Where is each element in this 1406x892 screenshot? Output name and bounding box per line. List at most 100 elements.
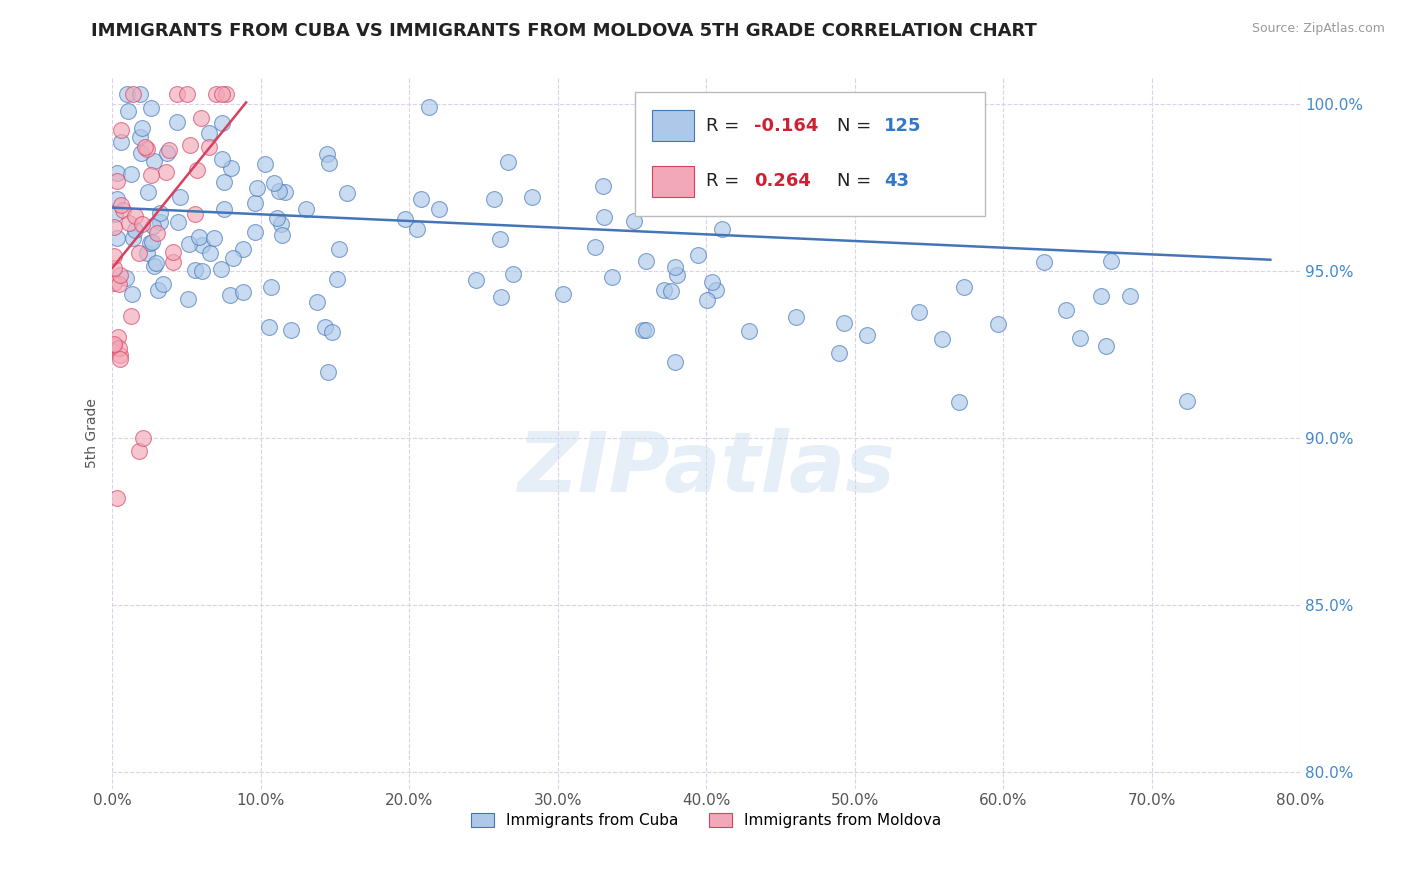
Point	[315, 146, 337, 161]
Legend: Immigrants from Cuba, Immigrants from Moldova: Immigrants from Cuba, Immigrants from Mo…	[465, 807, 948, 834]
Point	[152, 277, 174, 291]
Point	[121, 287, 143, 301]
Point	[176, 293, 198, 307]
Point	[198, 140, 221, 154]
Point	[856, 328, 879, 343]
Point	[103, 339, 125, 353]
Point	[664, 260, 686, 274]
Point	[105, 193, 128, 207]
Point	[295, 202, 318, 217]
Point	[103, 276, 125, 290]
Point	[785, 310, 807, 324]
Point	[121, 87, 143, 102]
Point	[274, 185, 297, 199]
Point	[260, 280, 283, 294]
Point	[139, 235, 162, 250]
Point	[108, 341, 131, 355]
Point	[245, 225, 267, 239]
Text: R =: R =	[706, 117, 745, 135]
Point	[245, 181, 267, 195]
Point	[186, 162, 208, 177]
Point	[321, 325, 343, 339]
Point	[124, 209, 146, 223]
Point	[200, 245, 222, 260]
Text: 0.264: 0.264	[754, 172, 811, 190]
Point	[135, 245, 157, 260]
Point	[211, 153, 233, 167]
Point	[121, 231, 143, 245]
Point	[243, 196, 266, 211]
Point	[314, 320, 336, 334]
Point	[664, 354, 686, 368]
Point	[155, 165, 177, 179]
Point	[253, 156, 276, 170]
Point	[1095, 339, 1118, 353]
Point	[139, 102, 162, 116]
Point	[411, 192, 433, 206]
Point	[118, 216, 141, 230]
Point	[688, 248, 710, 262]
Point	[108, 277, 131, 292]
Point	[156, 146, 179, 161]
Point	[710, 222, 733, 236]
Point	[131, 217, 153, 231]
Point	[112, 202, 135, 217]
Point	[406, 222, 429, 236]
Text: R =: R =	[706, 172, 745, 190]
Point	[129, 87, 152, 102]
Point	[103, 336, 125, 351]
Point	[159, 143, 181, 157]
Point	[149, 214, 172, 228]
Point	[263, 176, 285, 190]
Point	[139, 168, 162, 182]
Point	[489, 232, 512, 246]
Point	[169, 190, 191, 204]
Point	[176, 87, 198, 102]
Point	[336, 186, 359, 201]
Point	[162, 254, 184, 268]
Point	[222, 251, 245, 265]
Point	[491, 290, 513, 304]
Point	[142, 154, 165, 169]
Point	[1175, 394, 1198, 409]
Point	[832, 316, 855, 330]
Point	[128, 444, 150, 458]
FancyBboxPatch shape	[636, 92, 986, 216]
Point	[931, 332, 953, 346]
Point	[952, 280, 974, 294]
Point	[146, 227, 169, 241]
Point	[257, 319, 280, 334]
Point	[209, 261, 232, 276]
Point	[166, 114, 188, 128]
Point	[1099, 254, 1122, 268]
Point	[211, 116, 233, 130]
Point	[136, 143, 159, 157]
Point	[328, 242, 350, 256]
Text: Source: ZipAtlas.com: Source: ZipAtlas.com	[1251, 22, 1385, 36]
Point	[665, 268, 688, 282]
Point	[104, 207, 127, 221]
Point	[198, 126, 221, 140]
Point	[177, 236, 200, 251]
Point	[232, 285, 254, 299]
Point	[429, 202, 451, 216]
Point	[496, 155, 519, 169]
Point	[270, 218, 292, 232]
Point	[465, 273, 488, 287]
Point	[623, 214, 645, 228]
Point	[267, 184, 290, 198]
Point	[418, 99, 440, 113]
Point	[191, 237, 214, 252]
Text: IMMIGRANTS FROM CUBA VS IMMIGRANTS FROM MOLDOVA 5TH GRADE CORRELATION CHART: IMMIGRANTS FROM CUBA VS IMMIGRANTS FROM …	[91, 22, 1038, 40]
Point	[107, 330, 129, 344]
Text: 125: 125	[884, 117, 922, 135]
Point	[167, 215, 190, 229]
Point	[652, 283, 675, 297]
Point	[502, 267, 524, 281]
Point	[184, 263, 207, 277]
Point	[149, 206, 172, 220]
Point	[110, 198, 132, 212]
Point	[211, 87, 233, 102]
Point	[593, 210, 616, 224]
Point	[271, 228, 294, 243]
